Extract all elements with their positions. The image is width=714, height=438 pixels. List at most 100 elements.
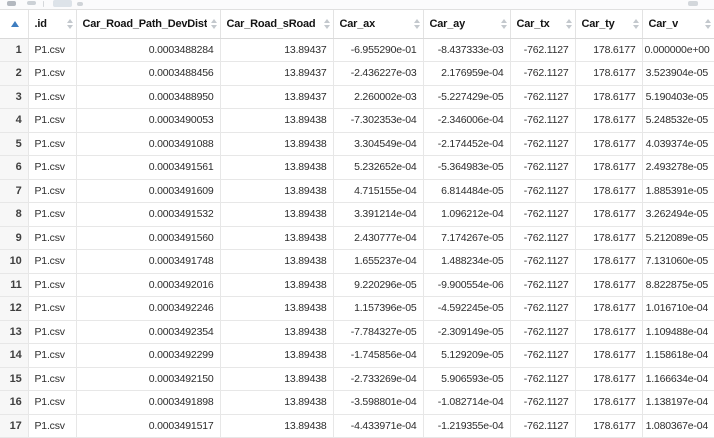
column-header-ty[interactable]: Car_ty	[575, 10, 643, 39]
header-row: .id Car_Road_Path_DevDist Car_Road_sRoad	[0, 10, 714, 39]
column-label: Car_ty	[581, 17, 615, 30]
cell-id: P1.csv	[28, 249, 77, 274]
cell-devdist: 0.0003488284	[76, 38, 221, 62]
cell-tx: -762.1127	[510, 202, 576, 227]
cell-sroad: 13.89438	[220, 320, 334, 344]
cell-devdist: 0.0003492299	[76, 343, 221, 368]
cell-tx: -762.1127	[510, 390, 576, 415]
table-row: 11 P1.csv 0.0003492016 13.89438 9.220296e-05…	[0, 273, 714, 297]
sort-toggle-icon	[413, 18, 420, 29]
cell-ty: 178.6177	[575, 61, 643, 86]
column-label: Car_ax	[339, 17, 376, 30]
toolbar-icon	[27, 1, 36, 5]
cell-sroad: 13.89438	[220, 202, 334, 227]
cell-tx: -762.1127	[510, 343, 576, 368]
cell-ay: -2.174452e-04	[423, 132, 511, 156]
column-label: Car_tx	[516, 17, 550, 30]
cell-id: P1.csv	[28, 202, 77, 227]
table-row: 1 P1.csv 0.0003488284 13.89437 -6.955290e-01…	[0, 38, 714, 62]
cell-ty: 178.6177	[575, 85, 643, 109]
column-label: Car_Road_sRoad	[226, 17, 316, 30]
cell-v: 1.016710e-04	[642, 296, 714, 321]
column-header-sroad[interactable]: Car_Road_sRoad	[220, 10, 334, 39]
column-header-ax[interactable]: Car_ax	[333, 10, 424, 39]
cell-ay: 6.814484e-05	[423, 179, 511, 203]
cell-id: P1.csv	[28, 226, 77, 250]
cell-ty: 178.6177	[575, 249, 643, 274]
table-row: 15 P1.csv 0.0003492150 13.89438 -2.733269e-0…	[0, 367, 714, 391]
sort-ascending-icon	[11, 20, 20, 27]
cell-devdist: 0.0003491898	[76, 390, 221, 415]
gear-icon	[7, 1, 16, 6]
filter-button[interactable]	[53, 0, 72, 7]
cell-v: 3.523904e-05	[642, 61, 714, 86]
cell-v: 1.158618e-04	[642, 343, 714, 368]
row-number-cell: 6	[0, 155, 29, 180]
column-header-v[interactable]: Car_v	[642, 10, 714, 39]
cell-ax: -1.745856e-04	[333, 343, 424, 368]
corner-sort-header[interactable]	[0, 10, 29, 39]
row-number-cell: 14	[0, 343, 29, 368]
sort-toggle-icon	[323, 18, 330, 29]
cell-sroad: 13.89438	[220, 273, 334, 297]
table-body: 1 P1.csv 0.0003488284 13.89437 -6.955290e-01…	[0, 38, 714, 438]
cell-sroad: 13.89438	[220, 367, 334, 391]
cell-ty: 178.6177	[575, 155, 643, 180]
cell-ay: -1.219355e-04	[423, 414, 511, 438]
cell-devdist: 0.0003491748	[76, 249, 221, 274]
cell-ty: 178.6177	[575, 38, 643, 62]
cell-sroad: 13.89437	[220, 38, 334, 62]
cell-ty: 178.6177	[575, 414, 643, 438]
column-header-tx[interactable]: Car_tx	[510, 10, 576, 39]
cell-sroad: 13.89438	[220, 343, 334, 368]
cell-ay: 5.129209e-05	[423, 343, 511, 368]
cell-id: P1.csv	[28, 343, 77, 368]
cell-ty: 178.6177	[575, 367, 643, 391]
table-row: 16 P1.csv 0.0003491898 13.89438 -3.598801e-0…	[0, 390, 714, 415]
column-header-id[interactable]: .id	[28, 10, 77, 39]
cell-devdist: 0.0003492016	[76, 273, 221, 297]
cell-devdist: 0.0003491517	[76, 414, 221, 438]
row-number-cell: 11	[0, 273, 29, 297]
cell-sroad: 13.89438	[220, 226, 334, 250]
sort-toggle-icon	[705, 18, 711, 29]
row-number-cell: 12	[0, 296, 29, 321]
cell-ty: 178.6177	[575, 273, 643, 297]
cell-tx: -762.1127	[510, 367, 576, 391]
cell-id: P1.csv	[28, 320, 77, 344]
table-row: 12 P1.csv 0.0003492246 13.89438 1.157396e-05…	[0, 296, 714, 321]
cell-id: P1.csv	[28, 273, 77, 297]
cell-sroad: 13.89438	[220, 414, 334, 438]
cell-tx: -762.1127	[510, 61, 576, 86]
row-number-cell: 10	[0, 249, 29, 274]
cell-ay: -9.900554e-06	[423, 273, 511, 297]
table-row: 7 P1.csv 0.0003491609 13.89438 4.715155e-04 6…	[0, 179, 714, 203]
table-row: 14 P1.csv 0.0003492299 13.89438 -1.745856e-0…	[0, 343, 714, 368]
cell-sroad: 13.89438	[220, 155, 334, 180]
cell-ty: 178.6177	[575, 343, 643, 368]
cell-ax: -4.433971e-04	[333, 414, 424, 438]
table-row: 13 P1.csv 0.0003492354 13.89438 -7.784327e-0…	[0, 320, 714, 344]
cell-v: 5.190403e-05	[642, 85, 714, 109]
row-number-cell: 3	[0, 85, 29, 109]
row-number-cell: 1	[0, 38, 29, 62]
column-header-ay[interactable]: Car_ay	[423, 10, 511, 39]
cell-tx: -762.1127	[510, 108, 576, 133]
row-number-cell: 9	[0, 226, 29, 250]
cell-devdist: 0.0003491532	[76, 202, 221, 227]
cell-v: 0.000000e+00	[642, 38, 714, 62]
cell-v: 5.248532e-05	[642, 108, 714, 133]
row-number-cell: 16	[0, 390, 29, 415]
cell-devdist: 0.0003488456	[76, 61, 221, 86]
table-row: 5 P1.csv 0.0003491088 13.89438 3.304549e-04-…	[0, 132, 714, 156]
cell-id: P1.csv	[28, 85, 77, 109]
cell-ty: 178.6177	[575, 202, 643, 227]
cell-v: 1.166634e-04	[642, 367, 714, 391]
cell-ax: 3.304549e-04	[333, 132, 424, 156]
cell-ax: -2.436227e-03	[333, 61, 424, 86]
column-header-devdist[interactable]: Car_Road_Path_DevDist	[76, 10, 221, 39]
cell-sroad: 13.89438	[220, 179, 334, 203]
cell-sroad: 13.89438	[220, 390, 334, 415]
cell-ay: 1.488234e-05	[423, 249, 511, 274]
cell-tx: -762.1127	[510, 179, 576, 203]
